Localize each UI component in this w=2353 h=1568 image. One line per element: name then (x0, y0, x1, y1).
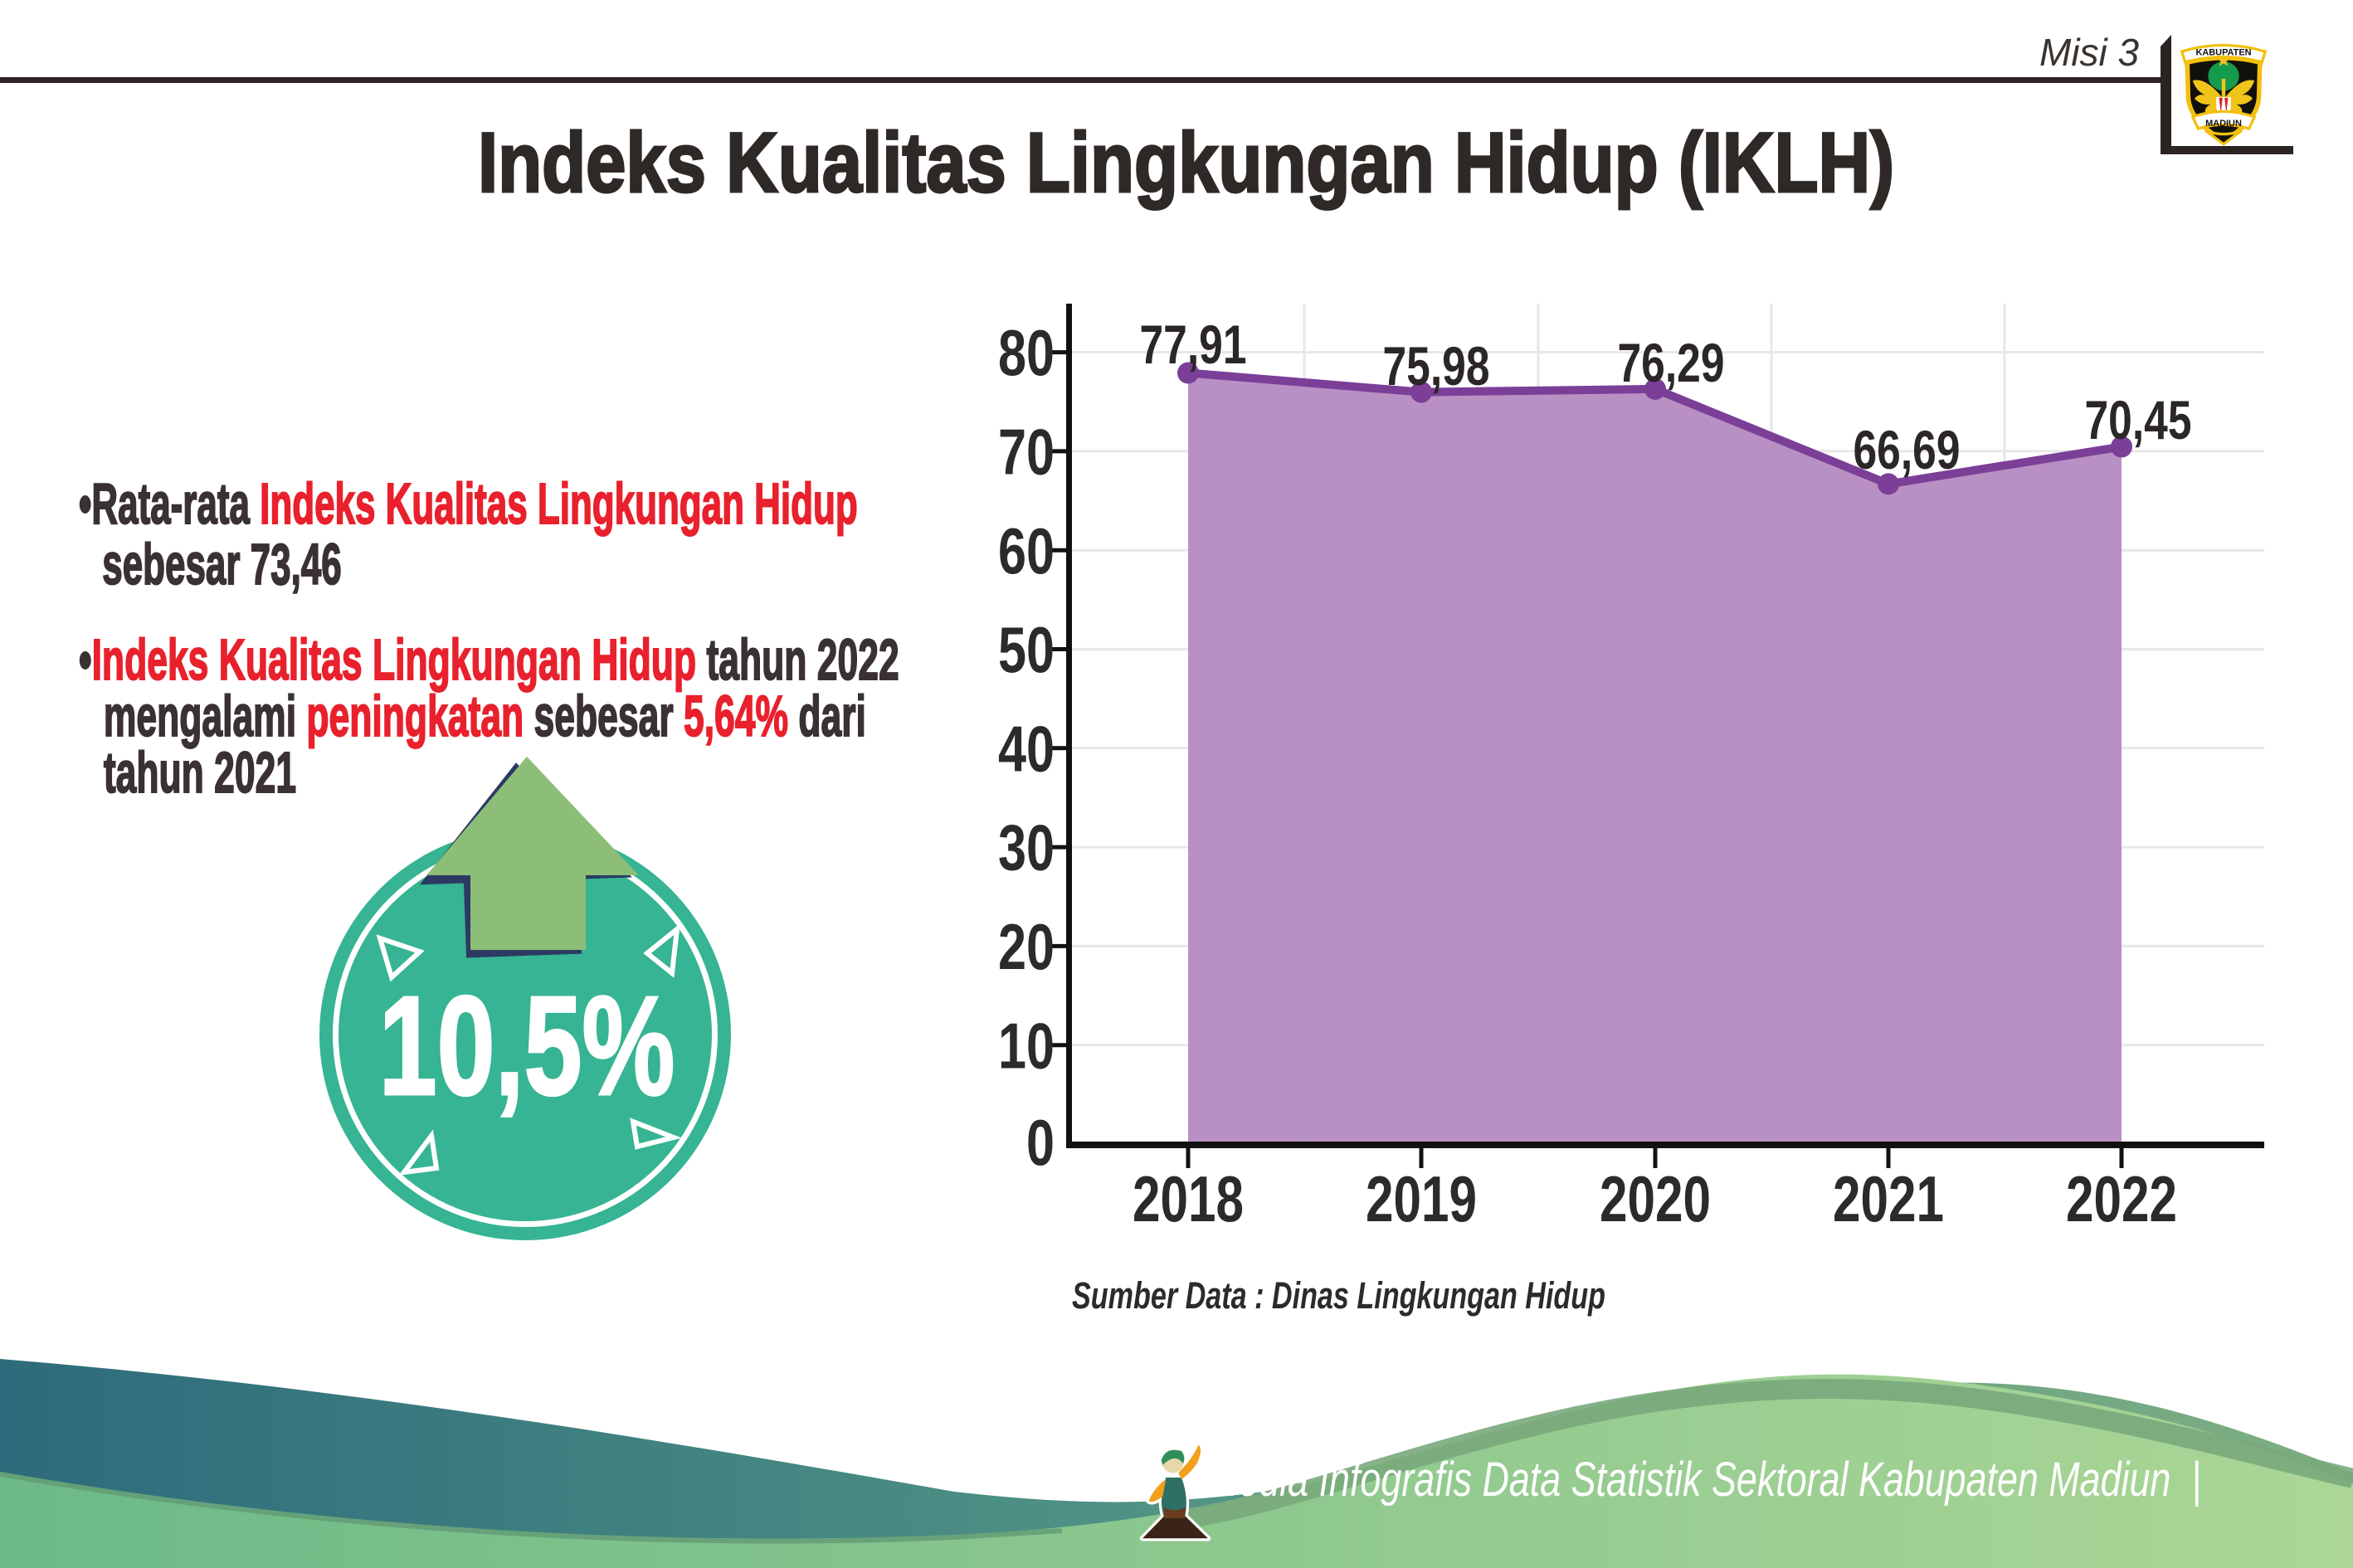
svg-text:MADIUN: MADIUN (2205, 119, 2242, 129)
svg-text:70,45: 70,45 (2085, 389, 2192, 450)
svg-text:40: 40 (998, 712, 1055, 785)
svg-text:2022: 2022 (2066, 1162, 2177, 1235)
svg-text:30: 30 (998, 811, 1055, 884)
svg-text:KABUPATEN: KABUPATEN (2195, 48, 2251, 58)
svg-text:0: 0 (1026, 1106, 1055, 1179)
svg-text:Sumber Data : Dinas Lingkungan: Sumber Data : Dinas Lingkungan Hidup (1072, 1274, 1605, 1317)
svg-text:2019: 2019 (1366, 1162, 1477, 1235)
svg-text:66,69: 66,69 (1854, 419, 1961, 480)
svg-text:77,91: 77,91 (1140, 314, 1247, 375)
svg-text:10: 10 (998, 1009, 1055, 1082)
svg-text:70: 70 (998, 416, 1055, 489)
svg-text:2021: 2021 (1833, 1162, 1944, 1235)
svg-text:2020: 2020 (1600, 1162, 1711, 1235)
svg-text:80: 80 (998, 316, 1055, 389)
svg-text:2018: 2018 (1133, 1162, 1244, 1235)
svg-text:76,29: 76,29 (1618, 332, 1725, 393)
svg-text:50: 50 (998, 613, 1055, 686)
svg-text:75,98: 75,98 (1383, 335, 1490, 397)
svg-text:20: 20 (998, 910, 1055, 983)
svg-text:60: 60 (998, 514, 1055, 587)
